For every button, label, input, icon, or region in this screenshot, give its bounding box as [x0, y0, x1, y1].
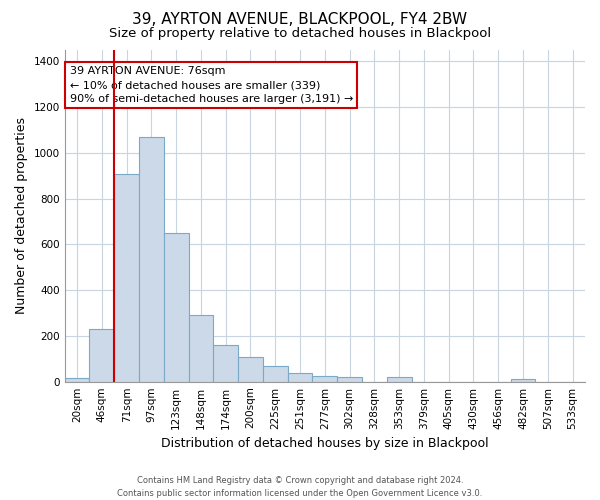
Text: Contains HM Land Registry data © Crown copyright and database right 2024.
Contai: Contains HM Land Registry data © Crown c… — [118, 476, 482, 498]
Bar — [139, 137, 164, 382]
Bar — [89, 329, 114, 382]
Bar — [164, 233, 188, 382]
Bar — [188, 316, 214, 382]
Bar — [263, 366, 287, 382]
Bar — [313, 376, 337, 382]
Bar — [511, 380, 535, 382]
Text: 39, AYRTON AVENUE, BLACKPOOL, FY4 2BW: 39, AYRTON AVENUE, BLACKPOOL, FY4 2BW — [133, 12, 467, 28]
Bar — [387, 377, 412, 382]
X-axis label: Distribution of detached houses by size in Blackpool: Distribution of detached houses by size … — [161, 437, 488, 450]
Bar — [214, 345, 238, 382]
Bar — [65, 378, 89, 382]
Y-axis label: Number of detached properties: Number of detached properties — [15, 118, 28, 314]
Bar — [287, 372, 313, 382]
Bar — [114, 174, 139, 382]
Bar — [238, 356, 263, 382]
Text: Size of property relative to detached houses in Blackpool: Size of property relative to detached ho… — [109, 28, 491, 40]
Text: 39 AYRTON AVENUE: 76sqm
← 10% of detached houses are smaller (339)
90% of semi-d: 39 AYRTON AVENUE: 76sqm ← 10% of detache… — [70, 66, 353, 104]
Bar — [337, 377, 362, 382]
